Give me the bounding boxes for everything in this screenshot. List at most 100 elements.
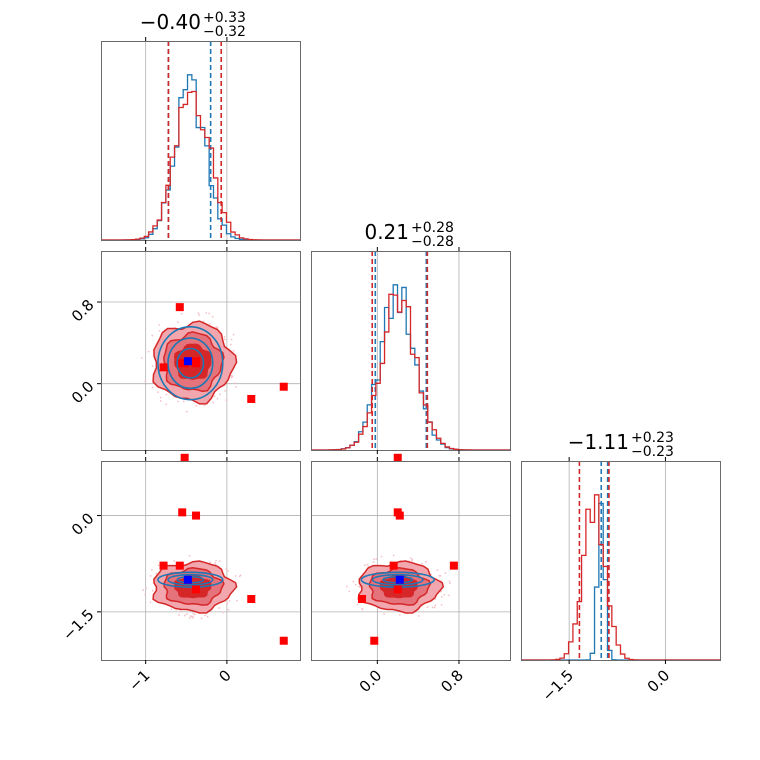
histogram-series-1 <box>101 74 300 240</box>
scatter-point <box>348 590 351 593</box>
scatter-point <box>444 572 447 574</box>
scatter-point <box>157 391 159 394</box>
scatter-point <box>392 554 395 557</box>
scatter-point <box>230 374 233 377</box>
marker-red-square <box>175 561 184 570</box>
title-plus-param1: +0.33 <box>203 10 246 26</box>
scatter-point <box>180 312 183 315</box>
scatter-point <box>219 393 221 396</box>
scatter-point <box>213 395 216 398</box>
marker-red-square <box>192 511 201 520</box>
scatter-point <box>149 601 152 604</box>
marker-red-square <box>192 357 201 366</box>
scatter-point <box>218 560 221 563</box>
scatter-point <box>208 312 211 315</box>
scatter-point <box>232 333 235 336</box>
scatter-point <box>223 338 226 341</box>
scatter-point <box>151 386 154 389</box>
scatter-point <box>173 560 175 562</box>
panel-2-1 <box>97 247 301 454</box>
panel-frame <box>311 461 511 661</box>
scatter-point <box>223 336 226 338</box>
title-minus-param3: −0.23 <box>631 444 674 460</box>
scatter-point <box>440 596 443 598</box>
scatter-point <box>354 583 357 586</box>
panel-2-2 <box>311 247 511 454</box>
scatter-point <box>409 557 412 560</box>
scatter-point <box>140 357 143 359</box>
scatter-point <box>434 604 437 607</box>
scatter-point <box>411 560 413 562</box>
scatter-point <box>159 400 162 402</box>
scatter-point <box>228 599 231 602</box>
title-median-param1: −0.40 <box>140 10 201 34</box>
marker-red-square <box>192 585 201 594</box>
marker-red-square <box>395 511 404 520</box>
scatter-point <box>234 382 236 385</box>
scatter-point <box>356 603 359 606</box>
scatter-point <box>193 613 196 616</box>
marker-red-square <box>180 453 189 462</box>
panel-content <box>101 41 300 240</box>
scatter-point <box>177 400 179 403</box>
contour-blue-level-2 <box>167 573 214 586</box>
scatter-point <box>235 385 237 388</box>
marker-red-square <box>279 636 288 645</box>
scatter-point <box>440 603 443 606</box>
title-minus-param2: −0.28 <box>411 234 454 250</box>
contour-blue-level-2 <box>371 573 424 586</box>
scatter-point <box>165 403 168 406</box>
histogram-series-2 <box>311 293 510 450</box>
scatter-point <box>366 563 369 566</box>
scatter-point <box>215 325 218 328</box>
scatter-point <box>236 599 238 602</box>
panel-1-1 <box>101 37 301 244</box>
scatter-point <box>239 574 242 577</box>
scatter-point <box>151 589 154 592</box>
scatter-point <box>447 594 450 597</box>
marker-red-square <box>370 636 379 645</box>
scatter-point <box>431 606 434 609</box>
scatter-point <box>185 613 188 616</box>
contour-blue-level-3 <box>176 347 205 379</box>
title-median-param3: −1.11 <box>568 430 629 454</box>
scatter-point <box>367 565 370 568</box>
marker-red-square <box>393 453 402 462</box>
panel-frame <box>521 461 721 661</box>
scatter-point <box>183 614 186 617</box>
panel-frame <box>101 41 301 241</box>
scatter-point <box>142 589 145 591</box>
marker-red-square <box>279 382 288 391</box>
scatter-point <box>439 575 442 577</box>
title-plus-param2: +0.28 <box>411 220 454 236</box>
contour-blue-level-1 <box>157 571 224 588</box>
scatter-point <box>226 602 229 605</box>
scatter-point <box>198 314 201 316</box>
tick-label-x-param1: 0 <box>215 666 234 685</box>
scatter-point <box>230 343 232 346</box>
scatter-point <box>159 396 162 399</box>
scatter-point <box>417 615 420 617</box>
panel-frame <box>101 461 301 661</box>
panel-content <box>311 251 510 450</box>
scatter-point <box>359 586 362 589</box>
panel-3-2 <box>311 453 511 664</box>
scatter-point <box>232 349 235 352</box>
contour-blue-level-2 <box>167 337 214 390</box>
scatter-point <box>197 312 200 315</box>
scatter-point <box>192 612 195 615</box>
histogram-series-1 <box>521 502 720 660</box>
scatter-point <box>361 608 364 611</box>
marker-red-square <box>178 508 187 517</box>
scatter-point <box>375 558 378 560</box>
scatter-point <box>200 617 203 620</box>
scatter-point <box>145 587 148 590</box>
panel-3-3 <box>521 457 721 664</box>
scatter-point <box>225 568 228 571</box>
scatter-point <box>149 575 152 577</box>
tick-label-x-param3: 0.0 <box>644 666 674 696</box>
scatter-point <box>158 329 161 332</box>
tick-label-x-param3: −1.5 <box>539 666 577 704</box>
marker-red-square <box>159 363 168 372</box>
